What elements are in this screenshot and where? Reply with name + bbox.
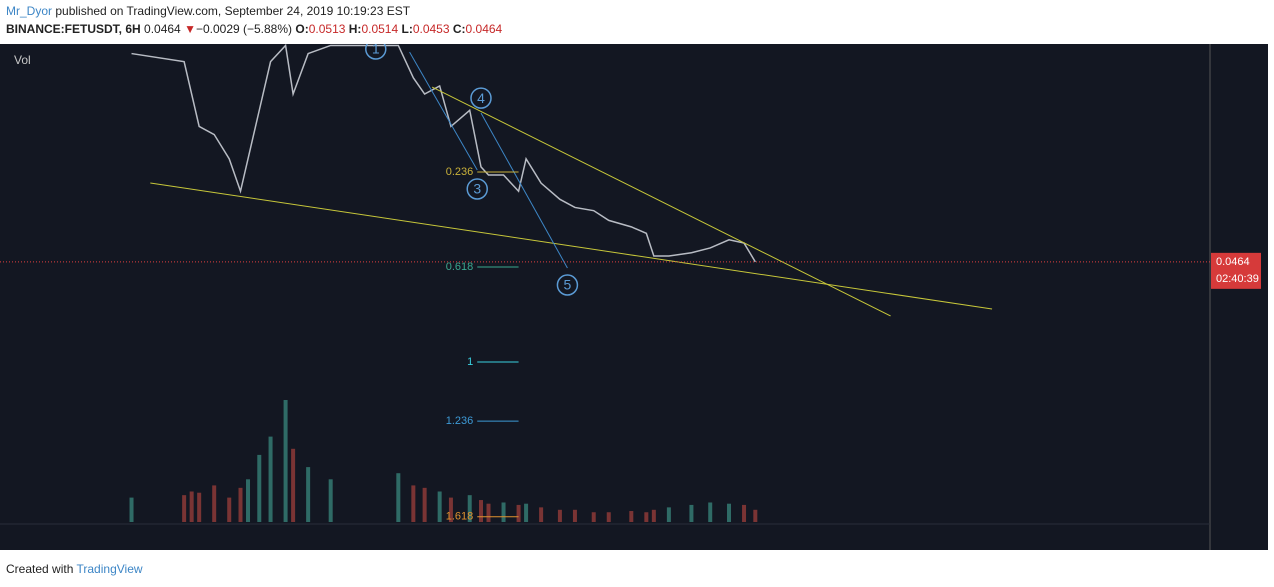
volume-bar: [478, 500, 483, 522]
l-label: L:: [401, 22, 412, 36]
volume-bar: [182, 495, 187, 522]
price-line: [131, 44, 756, 263]
wave-label: 1: [372, 41, 380, 57]
volume-bar: [557, 509, 562, 522]
volume-bar: [437, 491, 442, 522]
author[interactable]: Mr_Dyor: [6, 4, 52, 18]
trendline: [480, 112, 568, 269]
volume-bar: [644, 512, 649, 522]
trendline: [409, 51, 478, 171]
fib-label: 1.618: [446, 511, 474, 523]
o-label: O:: [295, 22, 308, 36]
volume-bar: [572, 509, 577, 522]
volume-bar: [606, 512, 611, 522]
volume-bar: [524, 503, 529, 522]
created: Created with: [6, 562, 73, 576]
volume-bar: [129, 497, 134, 522]
c-label: C:: [453, 22, 466, 36]
plot: 0.236 0.618 1 1.236 1.618 1 3 4 5: [0, 41, 1210, 523]
volume-bar: [197, 492, 202, 522]
symbol: BINANCE:FETUSDT, 6H: [6, 22, 141, 36]
fib-label: 1: [467, 356, 473, 368]
header-line-1: Mr_Dyor published on TradingView.com, Se…: [6, 4, 411, 18]
volume-bar: [539, 507, 544, 522]
volume-bar: [411, 485, 416, 522]
header-line-2: BINANCE:FETUSDT, 6H 0.0464 ▼−0.0029 (−5.…: [6, 22, 503, 36]
volume-bar: [689, 504, 694, 522]
trendline: [150, 182, 993, 310]
volume-bar: [753, 509, 758, 522]
low: 0.0453: [413, 22, 450, 36]
h-label: H:: [349, 22, 362, 36]
volume-bar: [291, 448, 296, 522]
volume-bar: [283, 400, 288, 522]
open: 0.0513: [309, 22, 346, 36]
last-price-label: 0.0464: [1216, 256, 1250, 268]
chart-background: [0, 44, 1268, 550]
last: 0.0464: [144, 22, 181, 36]
wave-label: 3: [473, 181, 481, 197]
wave-circle: [556, 274, 579, 296]
volume-bar: [396, 473, 401, 522]
volume-bar: [212, 485, 217, 522]
brand[interactable]: TradingView: [77, 562, 143, 576]
volume-bar: [227, 497, 232, 522]
wave-label: 5: [564, 277, 572, 293]
footer: Created with TradingView: [6, 562, 143, 576]
wave-circle: [365, 44, 387, 60]
volume-bar: [727, 503, 732, 522]
published: published on TradingView.com, September …: [55, 4, 410, 18]
high: 0.0514: [361, 22, 398, 36]
volume-bar: [422, 487, 427, 522]
volume-bar: [306, 467, 311, 522]
change: −0.0029 (−5.88%): [196, 22, 292, 36]
close: 0.0464: [466, 22, 503, 36]
fib-label: 0.236: [446, 166, 474, 178]
volume-bar: [328, 479, 333, 522]
volume-label: Vol: [14, 53, 31, 67]
volume-bar: [189, 491, 194, 522]
trendline: [431, 86, 891, 317]
volume-bar: [516, 504, 521, 522]
volume-bar: [467, 495, 472, 522]
volume-bar: [591, 512, 596, 522]
volume-bar: [501, 502, 506, 522]
axes: 0.0464 02:40:39: [1211, 252, 1261, 289]
wave-label: 4: [477, 90, 485, 106]
wave-circle: [470, 87, 492, 109]
fib-label: 1.236: [446, 415, 474, 427]
last-price-badge: [1211, 252, 1261, 289]
volume-bar: [246, 479, 251, 522]
volume-bar: [708, 502, 713, 522]
volume-bar: [629, 511, 634, 522]
arrow: ▼: [184, 22, 196, 36]
volume-bar: [257, 454, 262, 522]
volume-bar: [742, 504, 747, 522]
volume-bar: [486, 503, 491, 522]
volume-bar: [448, 497, 453, 522]
volume-bar: [666, 507, 671, 522]
wave-circle: [466, 178, 488, 200]
volume-bar: [268, 436, 273, 522]
timer-label: 02:40:39: [1216, 273, 1259, 285]
volume-bar: [238, 487, 243, 522]
fib-label: 0.618: [446, 261, 474, 273]
volume-bar: [651, 509, 656, 522]
